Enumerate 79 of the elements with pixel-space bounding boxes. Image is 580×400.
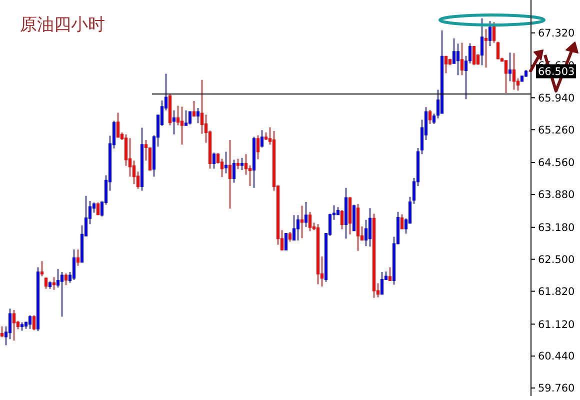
candlestick: [380, 271, 384, 295]
candlestick: [472, 46, 476, 66]
candlestick: [432, 113, 436, 125]
candlestick: [524, 69, 528, 78]
candlestick: [168, 94, 172, 126]
y-tick-label: 61.120: [538, 318, 575, 331]
y-tick-label: 64.560: [538, 157, 575, 170]
candlestick: [260, 130, 264, 148]
candlestick: [508, 52, 512, 82]
candlestick: [184, 110, 188, 126]
candlestick: [484, 28, 488, 68]
y-tick-label: 65.940: [538, 92, 575, 104]
candlestick: [96, 202, 100, 216]
candlestick: [192, 100, 196, 117]
candlestick: [496, 41, 500, 60]
candlestick: [52, 276, 56, 290]
candlestick: [72, 248, 76, 280]
candlestick: [240, 157, 244, 171]
candlestick: [460, 42, 464, 76]
text: 66.503: [538, 66, 575, 78]
candlestick: [188, 111, 192, 125]
y-tick-label: 61.820: [538, 286, 575, 298]
candlestick: [252, 136, 256, 188]
candlestick: [180, 106, 184, 146]
candlestick: [504, 60, 508, 94]
candlestick: [284, 232, 288, 250]
candlestick: [340, 209, 344, 230]
candlestick: [116, 112, 120, 138]
candlestick: [76, 248, 80, 266]
candlestick: [40, 260, 44, 277]
candlestick: [172, 110, 176, 135]
candlestick: [64, 272, 68, 286]
candlestick: [44, 278, 48, 290]
candlestick: [444, 56, 448, 74]
candlestick: [28, 314, 32, 330]
y-tick-label: 62.500: [538, 254, 575, 266]
candlestick: [488, 20, 492, 47]
candlestick: [288, 232, 292, 242]
candlestick: [400, 214, 404, 230]
candlestick: [48, 280, 52, 290]
candlestick: [296, 214, 300, 242]
y-tick-label: 59.760: [538, 382, 575, 395]
candlestick: [256, 134, 260, 160]
candlestick: [228, 139, 232, 210]
candlestick: [512, 52, 516, 90]
candlestick: [300, 205, 304, 239]
candlestick: [356, 203, 360, 252]
candlestick: [20, 322, 24, 332]
candlestick: [492, 22, 496, 44]
candlestick: [212, 152, 216, 170]
candlestick: [12, 310, 16, 342]
text: 原油四小时: [20, 15, 105, 35]
candlestick: [348, 196, 352, 235]
candlestick: [224, 151, 228, 174]
candlestick: [60, 271, 64, 318]
candlestick: [36, 266, 40, 332]
y-tick-label: 63.880: [538, 189, 575, 202]
candlestick: [196, 108, 200, 124]
y-tick-label: 67.320: [538, 28, 575, 40]
y-tick-label: 63.180: [538, 222, 575, 234]
candlestick: [32, 314, 36, 331]
y-tick-label: 65.260: [538, 124, 575, 136]
candlestick: [372, 213, 376, 298]
candlestick: [388, 266, 392, 281]
candlestick: [304, 201, 308, 228]
candlestick: [368, 208, 372, 248]
candlestick: [316, 224, 320, 285]
candlestick: [140, 127, 144, 192]
candlestick: [264, 132, 268, 140]
candlestick: [232, 159, 236, 184]
candlestick: [308, 211, 312, 232]
candlestick: [0, 326, 4, 338]
y-tick-label: 60.440: [538, 350, 575, 363]
candlestick: [480, 18, 484, 66]
candlestick: [428, 109, 432, 125]
candlestick: [352, 204, 356, 232]
candlestick: [344, 187, 348, 240]
candlestick: [236, 158, 240, 170]
candlestick: [292, 214, 296, 241]
